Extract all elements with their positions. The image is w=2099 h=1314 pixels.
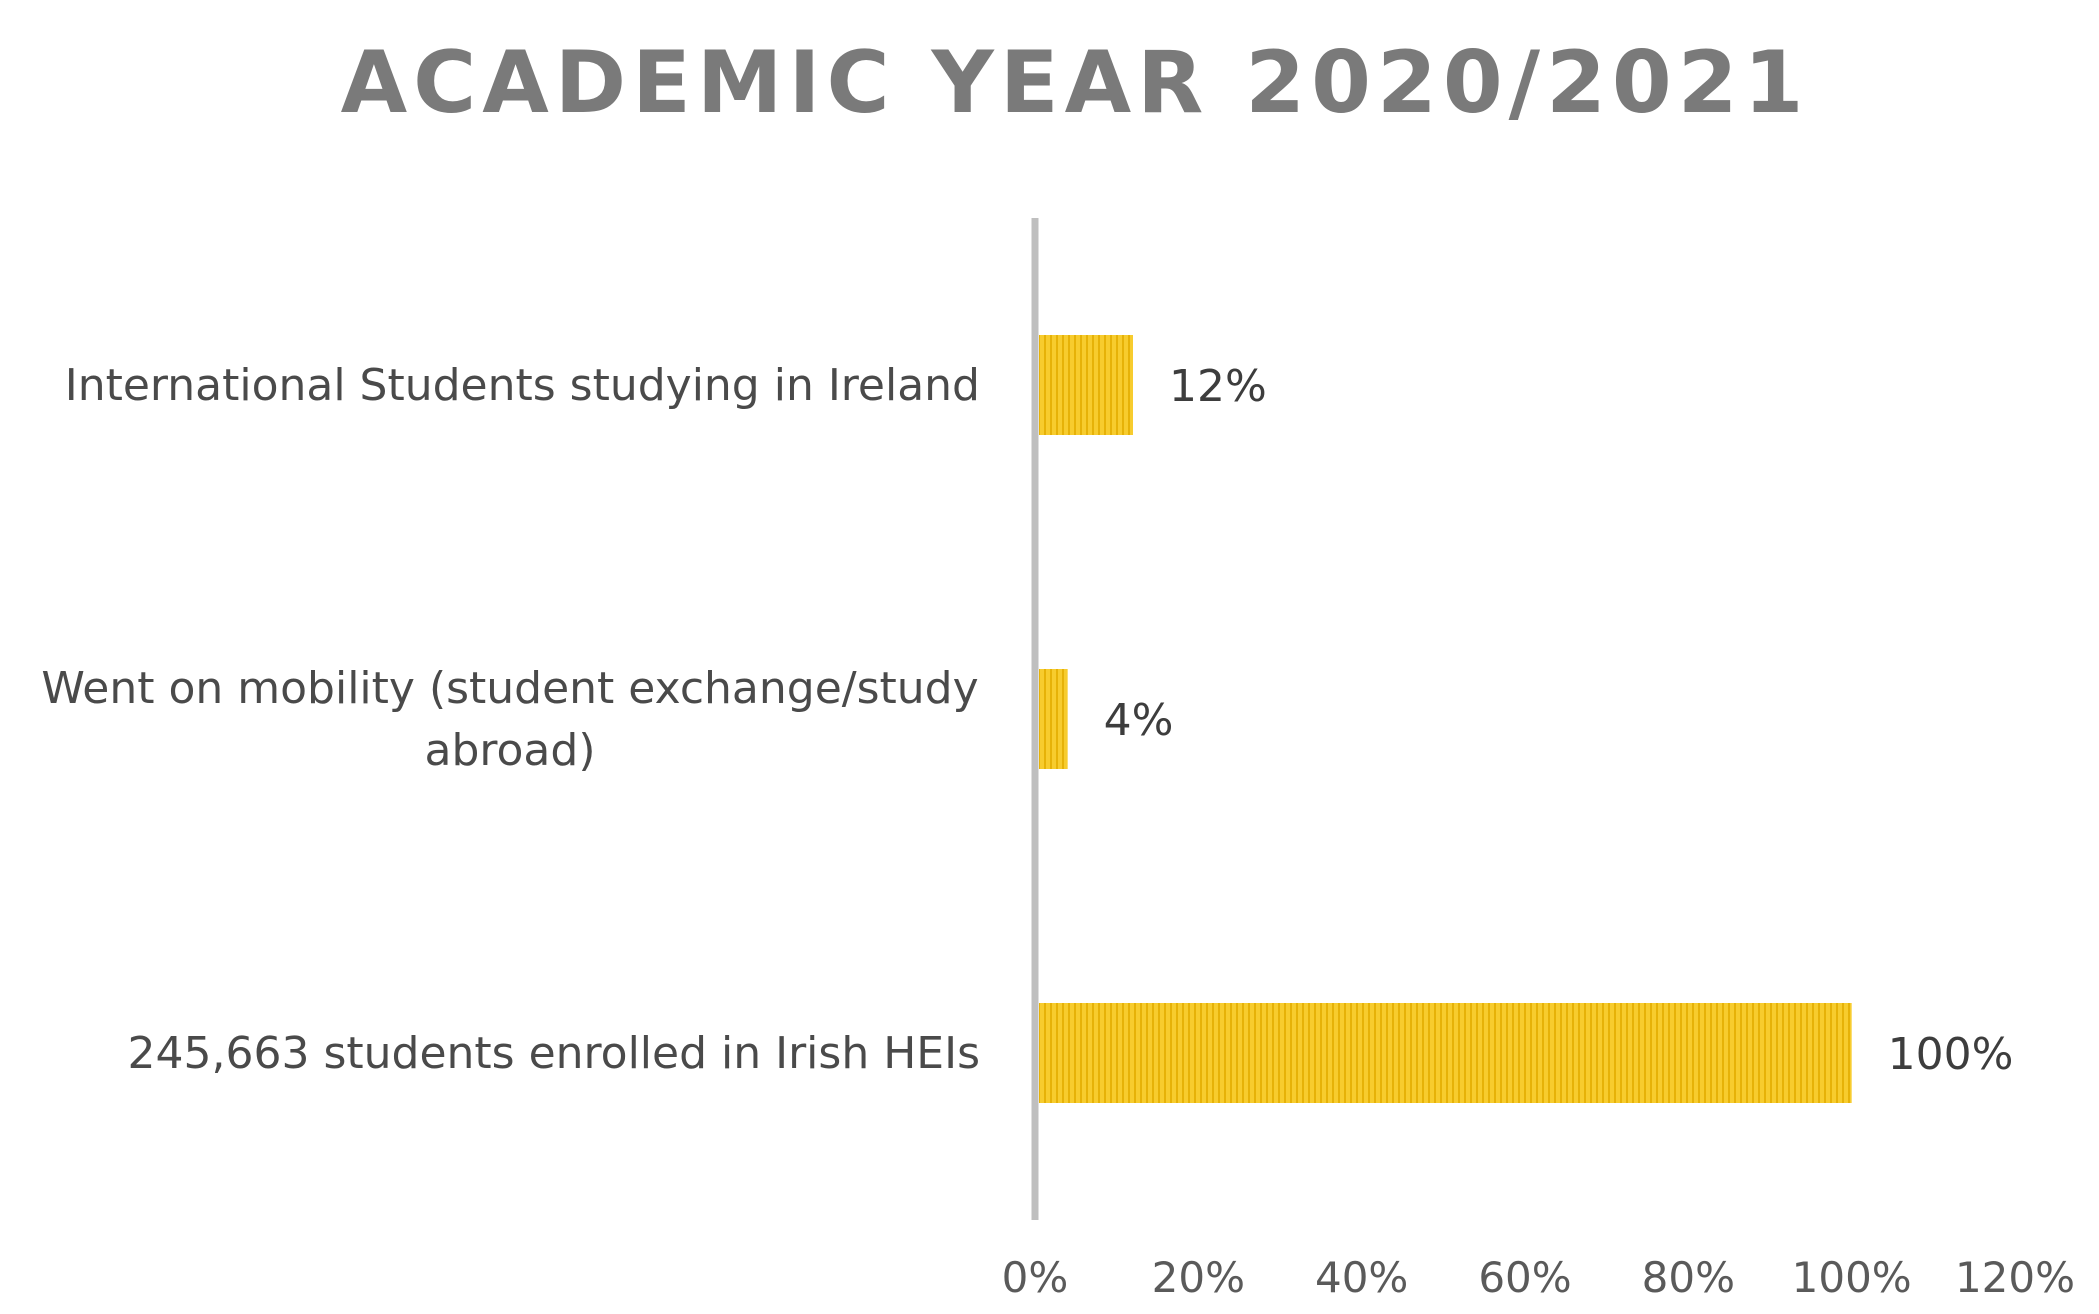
x-tick-label: 0% <box>1002 1253 1069 1302</box>
bar <box>1039 335 1133 435</box>
data-label: 100% <box>1888 1029 2014 1080</box>
x-tick-label: 80% <box>1642 1253 1735 1302</box>
data-label: 12% <box>1169 361 1267 412</box>
chart-title: ACADEMIC YEAR 2020/2021 <box>341 33 1810 133</box>
category-label: 245,663 students enrolled in Irish HEIs <box>128 1028 980 1079</box>
x-tick-label: 40% <box>1315 1253 1408 1302</box>
data-label: 4% <box>1104 695 1174 746</box>
x-tick-label: 120% <box>1955 1253 2075 1302</box>
x-tick-label: 60% <box>1478 1253 1571 1302</box>
x-tick-label: 20% <box>1152 1253 1245 1302</box>
category-label: Went on mobility (student exchange/study… <box>41 663 978 776</box>
plot-area: 0% 20% 40% 60% 80% 100% 120% 12% International S… <box>41 218 2075 1302</box>
bar <box>1039 1003 1852 1103</box>
bar <box>1039 669 1068 769</box>
x-tick-label: 100% <box>1792 1253 1912 1302</box>
category-label: International Students studying in Irela… <box>65 360 980 411</box>
